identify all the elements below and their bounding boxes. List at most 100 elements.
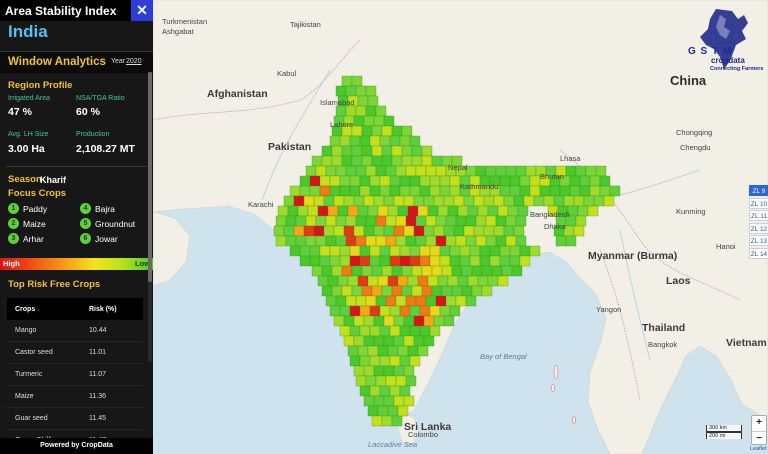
heatmap-cell[interactable]: [559, 185, 571, 197]
heatmap-cell[interactable]: [345, 165, 357, 177]
heatmap-cell[interactable]: [333, 195, 345, 207]
heatmap-cell[interactable]: [499, 255, 511, 267]
heatmap-cell[interactable]: [341, 265, 353, 277]
heatmap-cell[interactable]: [293, 225, 305, 237]
heatmap-cell[interactable]: [593, 195, 605, 207]
heatmap-cell[interactable]: [433, 225, 445, 237]
heatmap-cell[interactable]: [383, 195, 395, 207]
heatmap-cell[interactable]: [373, 315, 385, 327]
heatmap-cell[interactable]: [311, 265, 323, 277]
heatmap-cell[interactable]: [373, 365, 385, 377]
heatmap-cell[interactable]: [283, 195, 295, 207]
heatmap-cell[interactable]: [489, 245, 501, 257]
heatmap-cell[interactable]: [325, 235, 337, 247]
heatmap-cell[interactable]: [381, 265, 393, 277]
heatmap-cell[interactable]: [451, 285, 463, 297]
heatmap-cell[interactable]: [405, 235, 417, 247]
heatmap-cell[interactable]: [403, 335, 415, 347]
heatmap-cell[interactable]: [351, 155, 363, 167]
zoom-level-option[interactable]: ZL 9: [749, 185, 768, 196]
heatmap-cell[interactable]: [445, 235, 457, 247]
heatmap-cell[interactable]: [363, 335, 375, 347]
heatmap-cell[interactable]: [495, 215, 507, 227]
heatmap-cell[interactable]: [399, 245, 411, 257]
heatmap-cell[interactable]: [389, 255, 401, 267]
heatmap-cell[interactable]: [399, 135, 411, 147]
heatmap-cell[interactable]: [363, 195, 375, 207]
heatmap-cell[interactable]: [423, 315, 435, 327]
heatmap-cell[interactable]: [397, 205, 409, 217]
heatmap-cell[interactable]: [367, 405, 379, 417]
heatmap-cell[interactable]: [299, 175, 311, 187]
heatmap-cell[interactable]: [323, 225, 335, 237]
heatmap-cell[interactable]: [375, 375, 387, 387]
heatmap-cell[interactable]: [369, 355, 381, 367]
heatmap-cell[interactable]: [303, 225, 315, 237]
heatmap-cell[interactable]: [275, 235, 287, 247]
heatmap-cell[interactable]: [427, 275, 439, 287]
heatmap-cell[interactable]: [273, 225, 285, 237]
heatmap-cell[interactable]: [329, 245, 341, 257]
heatmap-cell[interactable]: [479, 255, 491, 267]
heatmap-cell[interactable]: [453, 225, 465, 237]
heatmap-cell[interactable]: [459, 245, 471, 257]
heatmap-cell[interactable]: [445, 215, 457, 227]
heatmap-cell[interactable]: [339, 185, 351, 197]
heatmap-cell[interactable]: [465, 215, 477, 227]
heatmap-cell[interactable]: [399, 305, 411, 317]
heatmap-cell[interactable]: [315, 165, 327, 177]
heatmap-cell[interactable]: [317, 275, 329, 287]
heatmap-cell[interactable]: [329, 135, 341, 147]
heatmap-cell[interactable]: [373, 115, 385, 127]
heatmap-cell[interactable]: [407, 205, 419, 217]
heatmap-cell[interactable]: [379, 135, 391, 147]
heatmap-cell[interactable]: [481, 285, 493, 297]
heatmap-cell[interactable]: [569, 185, 581, 197]
heatmap-cell[interactable]: [563, 195, 575, 207]
heatmap-cell[interactable]: [349, 135, 361, 147]
heatmap-cell[interactable]: [491, 265, 503, 277]
heatmap-cell[interactable]: [311, 155, 323, 167]
heatmap-cell[interactable]: [283, 225, 295, 237]
heatmap-cell[interactable]: [589, 175, 601, 187]
heatmap-cell[interactable]: [381, 155, 393, 167]
heatmap-cell[interactable]: [357, 205, 369, 217]
heatmap-cell[interactable]: [299, 245, 311, 257]
heatmap-cell[interactable]: [383, 115, 395, 127]
heatmap-cell[interactable]: [345, 215, 357, 227]
heatmap-cell[interactable]: [435, 235, 447, 247]
heatmap-cell[interactable]: [415, 295, 427, 307]
heatmap-cell[interactable]: [363, 115, 375, 127]
heatmap-cell[interactable]: [497, 205, 509, 217]
heatmap-cell[interactable]: [347, 345, 359, 357]
heatmap-cell[interactable]: [387, 345, 399, 357]
heatmap-cell[interactable]: [433, 315, 445, 327]
heatmap-cell[interactable]: [513, 195, 525, 207]
heatmap-cell[interactable]: [353, 195, 365, 207]
heatmap-cell[interactable]: [465, 295, 477, 307]
heatmap-cell[interactable]: [449, 245, 461, 257]
heatmap-cell[interactable]: [389, 355, 401, 367]
heatmap-cell[interactable]: [329, 305, 341, 317]
heatmap-cell[interactable]: [385, 235, 397, 247]
heatmap-cell[interactable]: [511, 265, 523, 277]
heatmap-cell[interactable]: [519, 175, 531, 187]
heatmap-cell[interactable]: [389, 245, 401, 257]
heatmap-cell[interactable]: [299, 255, 311, 267]
heatmap-cell[interactable]: [383, 365, 395, 377]
heatmap-cell[interactable]: [431, 155, 443, 167]
heatmap-cell[interactable]: [343, 335, 355, 347]
heatmap-cell[interactable]: [401, 155, 413, 167]
heatmap-cell[interactable]: [385, 375, 397, 387]
heatmap-cell[interactable]: [515, 215, 527, 227]
heatmap-cell[interactable]: [583, 195, 595, 207]
heatmap-cell[interactable]: [331, 285, 343, 297]
heatmap-cell[interactable]: [473, 195, 485, 207]
heatmap-cell[interactable]: [341, 155, 353, 167]
heatmap-cell[interactable]: [415, 235, 427, 247]
heatmap-cell[interactable]: [315, 215, 327, 227]
heatmap-cell[interactable]: [421, 155, 433, 167]
heatmap-cell[interactable]: [379, 255, 391, 267]
heatmap-cell[interactable]: [349, 305, 361, 317]
heatmap-cell[interactable]: [367, 275, 379, 287]
